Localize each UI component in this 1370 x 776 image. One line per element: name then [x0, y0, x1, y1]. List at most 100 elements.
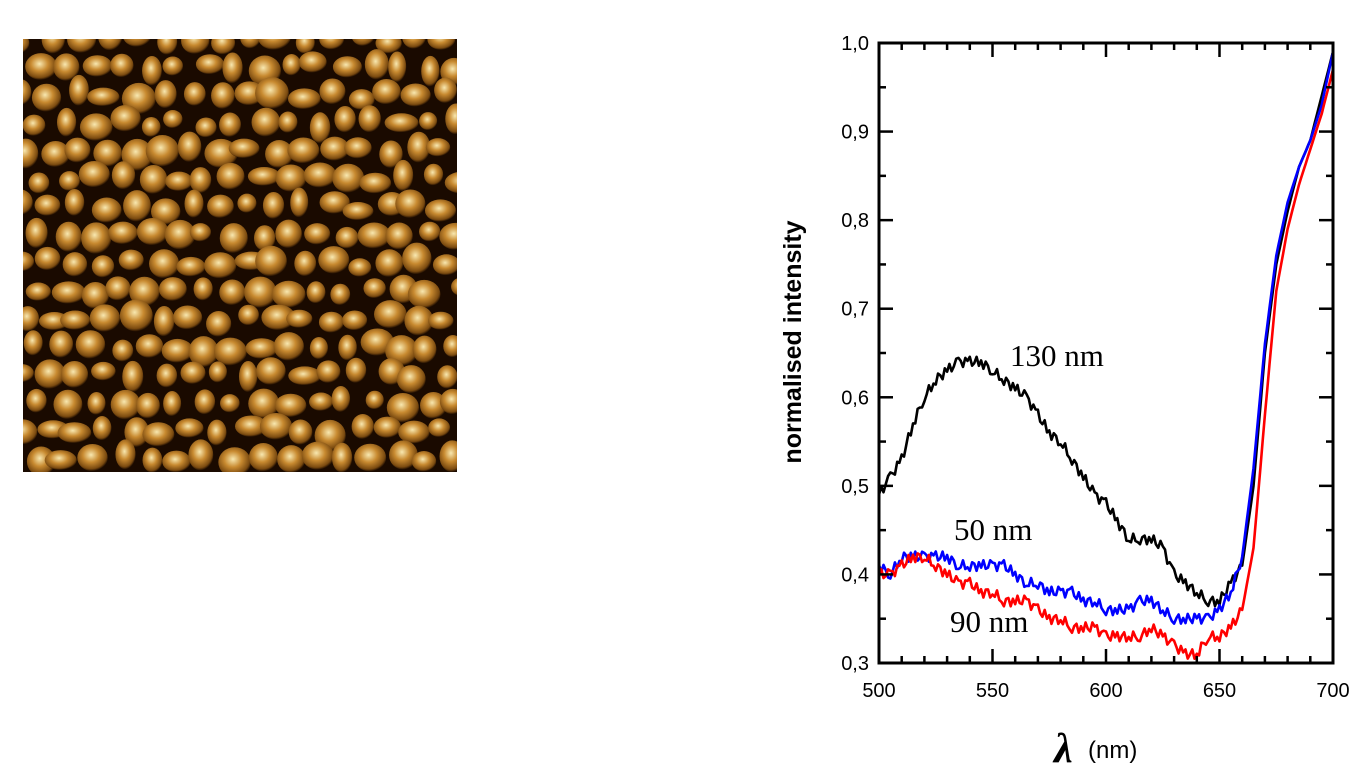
- afm-grain: [411, 451, 437, 472]
- afm-grain: [55, 221, 82, 252]
- afm-grain: [419, 221, 441, 242]
- afm-grain: [81, 222, 112, 254]
- x-tick-label: 500: [862, 680, 895, 702]
- afm-grain: [342, 310, 368, 331]
- afm-grain: [338, 334, 357, 361]
- afm-grain: [439, 388, 457, 415]
- afm-grain: [23, 419, 38, 445]
- series-line-90nm: [877, 69, 1335, 661]
- afm-grain: [207, 194, 234, 219]
- afm-grain: [423, 163, 444, 186]
- afm-topography-image: [23, 39, 457, 472]
- afm-grain: [228, 138, 260, 159]
- afm-grain: [135, 334, 164, 358]
- x-axis-symbol: λ: [1052, 726, 1073, 772]
- afm-grain: [110, 105, 141, 132]
- afm-grain: [81, 282, 110, 309]
- afm-grain: [288, 419, 313, 445]
- afm-grain: [244, 276, 277, 308]
- afm-grain: [375, 249, 404, 277]
- afm-grain: [188, 439, 214, 471]
- afm-grain: [79, 113, 113, 141]
- afm-grain: [154, 80, 177, 109]
- afm-grain: [432, 254, 457, 276]
- afm-grain: [23, 330, 43, 356]
- afm-grain: [204, 252, 237, 279]
- afm-grain: [259, 412, 293, 440]
- afm-grain: [219, 223, 248, 254]
- afm-grain: [271, 280, 306, 308]
- afm-grain: [208, 361, 227, 383]
- afm-grain: [388, 51, 407, 83]
- afm-grain: [60, 310, 91, 330]
- afm-grain: [31, 83, 62, 112]
- afm-grain: [25, 217, 48, 249]
- afm-grain: [379, 140, 403, 169]
- afm-grain: [105, 276, 131, 301]
- afm-grain: [176, 256, 206, 277]
- afm-grain: [194, 389, 216, 415]
- afm-grain: [404, 305, 434, 336]
- afm-grain: [319, 39, 344, 50]
- afm-grain: [222, 52, 243, 84]
- afm-grain: [51, 281, 86, 304]
- afm-grain: [111, 161, 136, 190]
- afm-grain: [306, 281, 326, 304]
- afm-grain: [110, 389, 141, 420]
- afm-grain: [245, 338, 278, 359]
- afm-grain: [398, 420, 430, 444]
- afm-grain: [354, 443, 387, 472]
- afm-grain: [141, 117, 161, 137]
- afm-grain: [142, 56, 162, 86]
- afm-grain: [26, 388, 47, 413]
- afm-grain: [251, 107, 281, 137]
- afm-grain: [389, 440, 418, 470]
- afm-grain: [181, 39, 210, 54]
- afm-grain: [23, 251, 35, 272]
- afm-grain: [62, 252, 88, 277]
- afm-grain: [277, 445, 306, 472]
- afm-grain: [295, 39, 315, 54]
- afm-grain: [44, 450, 77, 471]
- afm-grain: [136, 218, 169, 246]
- y-tick-label: 0,4: [841, 564, 869, 586]
- afm-grain: [75, 330, 106, 359]
- afm-grain: [98, 39, 122, 51]
- afm-grain: [318, 311, 344, 333]
- afm-grain: [180, 361, 206, 384]
- afm-grain: [189, 223, 211, 242]
- afm-grain: [278, 111, 298, 133]
- afm-grain: [309, 337, 328, 360]
- afm-grain: [64, 137, 91, 163]
- afm-grain: [112, 339, 134, 362]
- afm-grain: [290, 187, 309, 218]
- x-tick-label: 700: [1316, 680, 1349, 702]
- label-130nm: 130 nm: [1010, 338, 1104, 373]
- afm-grain: [427, 39, 456, 50]
- afm-grain: [162, 450, 191, 472]
- afm-grain: [145, 135, 180, 167]
- afm-grain: [373, 416, 402, 438]
- afm-grain: [23, 189, 33, 215]
- afm-grain: [255, 245, 287, 277]
- afm-grain: [163, 110, 183, 129]
- afm-grain: [193, 277, 213, 301]
- afm-grain: [258, 39, 291, 50]
- afm-grain: [439, 440, 457, 472]
- afm-grain: [330, 283, 351, 306]
- afm-grain: [445, 103, 457, 135]
- afm-grain: [195, 54, 225, 75]
- afm-grain: [318, 246, 350, 274]
- afm-grain: [23, 364, 34, 383]
- afm-grain: [34, 246, 61, 271]
- afm-grain: [41, 141, 70, 168]
- y-tick-label: 0,3: [841, 653, 869, 675]
- afm-grain: [247, 167, 281, 186]
- afm-grain: [119, 299, 153, 332]
- afm-grain: [211, 39, 236, 55]
- afm-grain: [60, 360, 89, 388]
- afm-grain: [82, 55, 113, 77]
- series-line-50nm: [877, 51, 1335, 625]
- afm-grain: [23, 306, 40, 332]
